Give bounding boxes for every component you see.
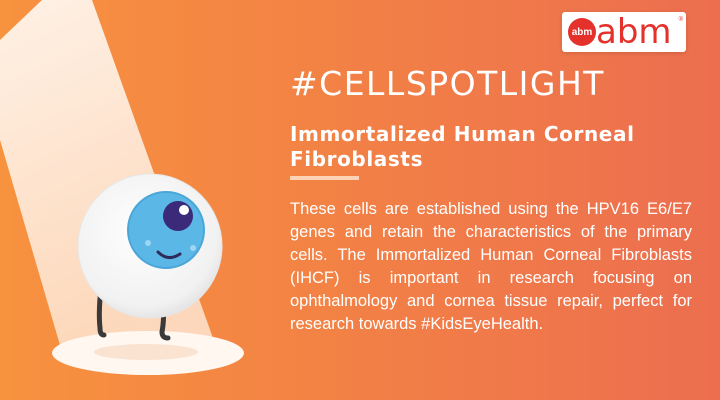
floor-shadow [94,344,198,360]
divider-rule [290,176,359,180]
hashtag-title: #CELLSPOTLIGHT [290,64,605,103]
cell-line-subtitle: Immortalized Human Corneal Fibroblasts [290,122,635,171]
logo-registered-mark: ® [678,17,683,23]
abm-logo[interactable]: abm abm ® [562,12,686,52]
eyeball-mascot [77,173,223,341]
smile [156,250,182,259]
logo-badge: abm [568,18,596,46]
pupil [163,201,193,231]
description-paragraph: These cells are established using the HP… [290,200,692,333]
logo-wordmark: abm [596,12,672,52]
